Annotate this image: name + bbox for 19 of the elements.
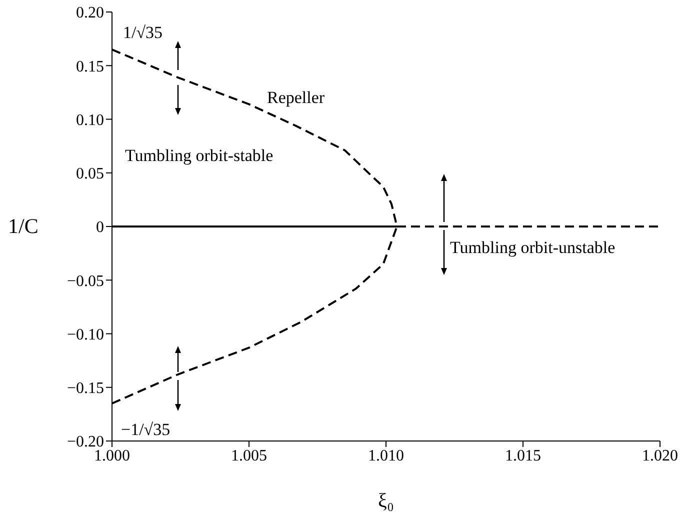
annotation: −1/√35 — [121, 420, 170, 439]
annotation: Tumbling orbit-unstable — [450, 238, 616, 257]
x-tick-label: 1.020 — [642, 447, 678, 464]
y-tick-label: −0.10 — [66, 326, 104, 344]
y-tick-label: 0 — [96, 219, 104, 236]
annotation: Repeller — [267, 88, 325, 107]
annotation: 1/√35 — [123, 23, 163, 42]
y-tick-label: 0.10 — [76, 112, 104, 129]
x-tick-label: 1.005 — [231, 447, 267, 464]
x-axis-title: ξ₀ — [378, 490, 394, 512]
y-tick-label: 0.20 — [76, 4, 104, 22]
y-tick-label: −0.05 — [66, 272, 104, 290]
y-tick-label: 0.15 — [76, 58, 104, 76]
x-tick-label: 1.015 — [505, 447, 541, 464]
annotation: Tumbling orbit-stable — [125, 146, 274, 165]
y-tick-label: 0.05 — [76, 166, 104, 183]
y-axis-title: 1/C — [8, 214, 38, 238]
y-tick-label: −0.15 — [66, 380, 104, 398]
x-tick-label: 1.010 — [368, 447, 404, 464]
